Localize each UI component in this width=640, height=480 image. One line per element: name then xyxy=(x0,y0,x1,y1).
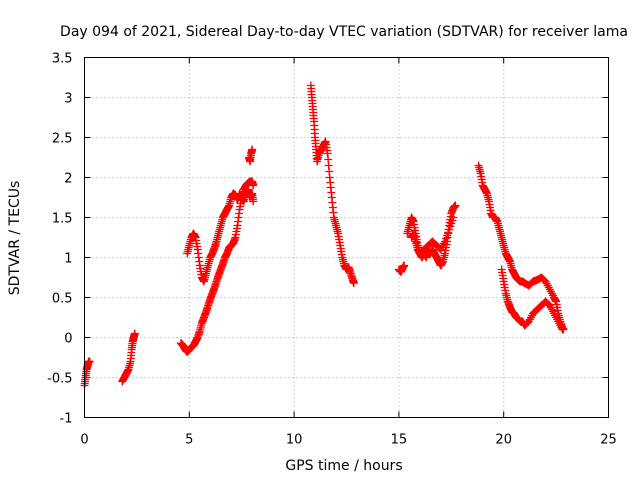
x-tick-label: 25 xyxy=(600,433,617,448)
data-point xyxy=(400,261,409,270)
data-point xyxy=(249,197,258,206)
x-tick-label: 5 xyxy=(185,433,193,448)
y-tick-label: 0 xyxy=(64,332,72,347)
x-tick-label: 10 xyxy=(286,433,303,448)
y-tick-label: 1 xyxy=(64,252,72,267)
series-arc-1 xyxy=(80,357,94,390)
axes: -1 -0.5 0 0.5 1 1.5 2 2.5 3 3.5 0 5 10 15 20 25 xyxy=(47,52,617,448)
y-tick-label: 2 xyxy=(64,172,72,187)
y-tick-label: 3.5 xyxy=(52,52,73,67)
series-arc-11 xyxy=(497,265,567,334)
y-tick-label: 3 xyxy=(64,92,72,107)
y-tick-label: 0.5 xyxy=(52,292,73,307)
data-points xyxy=(80,81,568,390)
series-arc-9 xyxy=(407,213,458,258)
data-point xyxy=(349,279,358,288)
series-arc-4 xyxy=(183,185,258,286)
plot-frame xyxy=(84,57,609,418)
x-axis-title: GPS time / hours xyxy=(285,458,402,474)
y-tick-label: 2.5 xyxy=(52,132,73,147)
x-tick-label: 15 xyxy=(391,433,408,448)
data-point xyxy=(249,181,258,190)
data-point xyxy=(248,145,257,154)
series-arc-7 xyxy=(394,261,409,276)
x-tick-label: 20 xyxy=(495,433,512,448)
series-arc-3 xyxy=(176,177,258,356)
chart-title: Day 094 of 2021, Sidereal Day-to-day VTE… xyxy=(60,24,628,40)
data-point xyxy=(85,357,94,366)
data-point xyxy=(449,213,458,222)
y-axis-title: SDTVAR / TECUs xyxy=(7,181,23,296)
series-arc-2 xyxy=(118,329,139,386)
y-tick-label: -1 xyxy=(60,412,73,427)
data-point xyxy=(557,323,566,332)
data-point xyxy=(451,201,460,210)
series-arc-6 xyxy=(306,81,358,288)
data-point xyxy=(439,239,448,248)
grid xyxy=(84,57,609,418)
x-tick-label: 0 xyxy=(80,433,88,448)
y-tick-label: 1.5 xyxy=(52,212,73,227)
series-arc-5 xyxy=(245,145,257,166)
y-tick-label: -0.5 xyxy=(47,372,72,387)
data-point xyxy=(130,329,139,338)
data-point xyxy=(558,325,567,334)
